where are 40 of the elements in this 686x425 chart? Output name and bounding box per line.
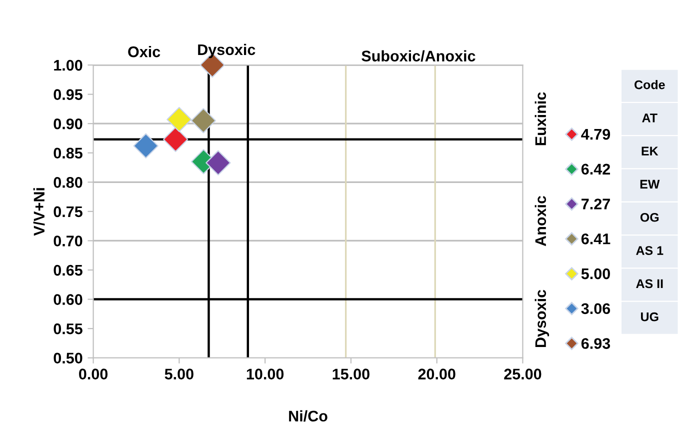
- text: Code: [634, 80, 665, 90]
- legend-label: 7.27: [582, 198, 610, 210]
- y-axis-title: V/V+Ni: [33, 188, 45, 236]
- text: EW: [640, 180, 660, 189]
- y-tick-label: 1.00: [54, 60, 82, 71]
- y-tick-label: 0.55: [54, 323, 82, 334]
- text: OG: [640, 212, 659, 222]
- y-tick-label: 0.65: [54, 264, 82, 276]
- x-tick-label: 20.00: [418, 368, 456, 380]
- y-tick-label: 0.70: [54, 236, 82, 246]
- x-tick-label: 5.00: [164, 368, 194, 380]
- legend-label: 6.42: [581, 164, 610, 175]
- legend-label: 6.41: [581, 234, 610, 244]
- legend-label: 6.93: [581, 338, 610, 349]
- legend-label: 4.79: [581, 128, 610, 140]
- x-tick-label: 25.00: [504, 368, 542, 380]
- y-tick-label: 0.85: [54, 148, 82, 159]
- text: Suboxic/Anoxic: [362, 50, 476, 62]
- text: AS II: [636, 279, 663, 288]
- text: Dysoxic: [198, 44, 256, 58]
- y-tick-label: 0.50: [54, 352, 82, 364]
- x-tick-label: 10.00: [246, 368, 284, 380]
- text: Anoxic: [534, 196, 546, 246]
- legend-label: 5.00: [581, 268, 610, 280]
- legend-label: 3.06: [581, 303, 610, 314]
- x-tick-label: 15.00: [332, 368, 370, 380]
- y-tick-label: 0.75: [54, 206, 82, 218]
- y-tick-label: 0.90: [54, 118, 82, 130]
- text: EK: [642, 146, 658, 156]
- y-tick-label: 0.60: [54, 294, 82, 305]
- text: UG: [641, 312, 658, 322]
- y-tick-label: 0.95: [54, 89, 82, 100]
- x-axis-title: Ni/Co: [289, 410, 328, 422]
- x-tick-label: 0.00: [79, 368, 108, 380]
- y-tick-label: 0.80: [54, 177, 82, 188]
- text: AT: [642, 114, 658, 122]
- text: Oxic: [128, 46, 160, 58]
- text: Euxinic: [534, 92, 546, 146]
- text: AS 1: [636, 246, 664, 255]
- text: Dysoxic: [534, 290, 550, 348]
